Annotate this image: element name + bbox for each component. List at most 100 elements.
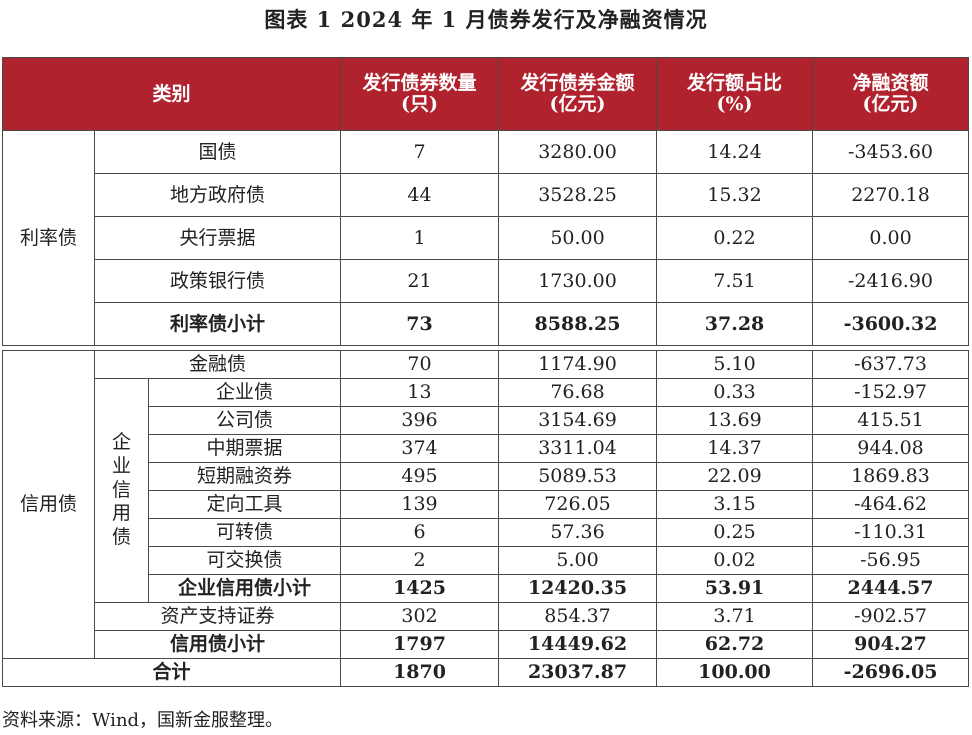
row-amount: 50.00 xyxy=(498,216,658,260)
row-amount: 14449.62 xyxy=(498,630,658,659)
row-count: 302 xyxy=(340,602,500,631)
row-name: 可交换债 xyxy=(147,546,342,575)
row-share: 14.37 xyxy=(656,434,814,463)
row-net: -637.73 xyxy=(812,350,970,379)
table-row: 可转债 6 57.36 0.25 -110.31 xyxy=(3,518,970,547)
row-name: 可转债 xyxy=(147,518,342,547)
row-share: 3.15 xyxy=(656,490,814,519)
row-name: 国债 xyxy=(93,130,342,174)
header-amount: 发行债券金额 (亿元) xyxy=(498,57,658,131)
row-share: 3.71 xyxy=(656,602,814,631)
group-credit-label: 信用债 xyxy=(2,350,95,659)
row-share: 14.24 xyxy=(656,130,814,174)
row-name: 公司债 xyxy=(147,406,342,435)
row-count: 1870 xyxy=(340,658,500,687)
row-share: 100.00 xyxy=(656,658,814,687)
source-note: 资料来源：Wind，国新金服整理。 xyxy=(2,710,284,731)
row-count: 44 xyxy=(340,173,500,217)
row-net: 944.08 xyxy=(812,434,970,463)
subtotal-row: 信用债小计 1797 14449.62 62.72 904.27 xyxy=(3,630,970,659)
row-amount: 76.68 xyxy=(498,378,658,407)
table-row: 央行票据 1 50.00 0.22 0.00 xyxy=(3,216,970,260)
row-net: -2416.90 xyxy=(812,259,970,303)
row-amount: 5089.53 xyxy=(498,462,658,491)
table-row: 地方政府债 44 3528.25 15.32 2270.18 xyxy=(3,173,970,217)
row-share: 5.10 xyxy=(656,350,814,379)
row-net: -902.57 xyxy=(812,602,970,631)
row-net: 1869.83 xyxy=(812,462,970,491)
row-name: 短期融资券 xyxy=(147,462,342,491)
row-name: 信用债小计 xyxy=(93,630,342,659)
row-amount: 57.36 xyxy=(498,518,658,547)
row-count: 1 xyxy=(340,216,500,260)
header-category: 类别 xyxy=(1,57,342,131)
row-name: 企业债 xyxy=(147,378,342,407)
row-count: 70 xyxy=(340,350,500,379)
bond-issuance-table: 类别 发行债券数量 (只) 发行债券金额 (亿元) 发行额占比 (%) 净融资额… xyxy=(1,57,970,687)
row-amount: 8588.25 xyxy=(498,302,658,346)
row-net: -464.62 xyxy=(812,490,970,519)
row-amount: 23037.87 xyxy=(498,658,658,687)
row-net: -56.95 xyxy=(812,546,970,575)
table-row: 政策银行债 21 1730.00 7.51 -2416.90 xyxy=(3,259,970,303)
row-net: 904.27 xyxy=(812,630,970,659)
row-share: 37.28 xyxy=(656,302,814,346)
row-amount: 5.00 xyxy=(498,546,658,575)
row-count: 396 xyxy=(340,406,500,435)
row-net: -2696.05 xyxy=(812,658,970,687)
row-share: 15.32 xyxy=(656,173,814,217)
row-amount: 3311.04 xyxy=(498,434,658,463)
table-row: 可交换债 2 5.00 0.02 -56.95 xyxy=(3,546,970,575)
row-amount: 12420.35 xyxy=(498,574,658,603)
table-row: 短期融资券 495 5089.53 22.09 1869.83 xyxy=(3,462,970,491)
row-amount: 3528.25 xyxy=(498,173,658,217)
row-share: 0.02 xyxy=(656,546,814,575)
row-amount: 854.37 xyxy=(498,602,658,631)
table-title: 图表 1 2024 年 1 月债券发行及净融资情况 xyxy=(264,7,708,32)
row-count: 2 xyxy=(340,546,500,575)
row-net: 2270.18 xyxy=(812,173,970,217)
row-amount: 1730.00 xyxy=(498,259,658,303)
subtotal-row: 企业信用债小计 1425 12420.35 53.91 2444.57 xyxy=(3,574,970,603)
table-row: 资产支持证券 302 854.37 3.71 -902.57 xyxy=(3,602,970,631)
row-name: 企业信用债小计 xyxy=(147,574,342,603)
group-corporate-text: 企业信用债 xyxy=(112,431,132,549)
row-name: 利率债小计 xyxy=(93,302,342,346)
row-name: 政策银行债 xyxy=(93,259,342,303)
row-net: 2444.57 xyxy=(812,574,970,603)
table-row: 利率债 国债 7 3280.00 14.24 -3453.60 xyxy=(2,130,970,346)
row-net: -3453.60 xyxy=(812,130,970,174)
row-share: 53.91 xyxy=(656,574,814,603)
row-count: 13 xyxy=(340,378,500,407)
row-name: 金融债 xyxy=(93,350,342,379)
row-name: 中期票据 xyxy=(147,434,342,463)
subtotal-row: 利率债小计 73 8588.25 37.28 -3600.32 xyxy=(3,302,970,346)
group-rate-label: 利率债 xyxy=(2,130,95,346)
row-name: 合计 xyxy=(1,658,342,687)
row-count: 374 xyxy=(340,434,500,463)
row-count: 7 xyxy=(340,130,500,174)
row-name: 定向工具 xyxy=(147,490,342,519)
row-amount: 1174.90 xyxy=(498,350,658,379)
row-net: 415.51 xyxy=(812,406,970,435)
row-share: 22.09 xyxy=(656,462,814,491)
table-row: 信用债 金融债 70 1174.90 5.10 -637.73 xyxy=(2,350,970,659)
row-net: 0.00 xyxy=(812,216,970,260)
row-count: 73 xyxy=(340,302,500,346)
row-name: 央行票据 xyxy=(93,216,342,260)
row-net: -110.31 xyxy=(812,518,970,547)
row-share: 0.25 xyxy=(656,518,814,547)
row-share: 7.51 xyxy=(656,259,814,303)
row-amount: 3154.69 xyxy=(498,406,658,435)
row-count: 139 xyxy=(340,490,500,519)
row-count: 21 xyxy=(340,259,500,303)
row-net: -3600.32 xyxy=(812,302,970,346)
row-amount: 726.05 xyxy=(498,490,658,519)
group-corporate-label: 企业信用债 xyxy=(94,378,149,603)
header-share: 发行额占比 (%) xyxy=(656,57,814,131)
row-share: 0.33 xyxy=(656,378,814,407)
row-share: 62.72 xyxy=(656,630,814,659)
row-count: 495 xyxy=(340,462,500,491)
row-net: -152.97 xyxy=(812,378,970,407)
table-row: 定向工具 139 726.05 3.15 -464.62 xyxy=(3,490,970,519)
